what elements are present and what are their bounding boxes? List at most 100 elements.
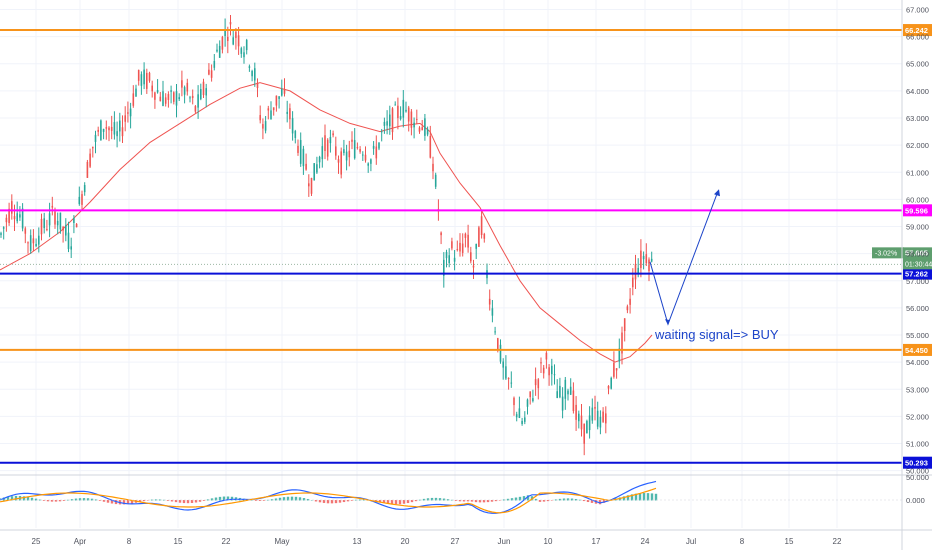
candle-body xyxy=(181,80,183,88)
histogram-bar xyxy=(474,500,478,503)
candle-body xyxy=(451,241,453,249)
candle-body xyxy=(591,407,594,421)
histogram-bar xyxy=(110,500,114,504)
candle-body xyxy=(100,120,102,141)
candle-body xyxy=(332,133,334,136)
histogram-bar xyxy=(142,500,146,502)
candle-body xyxy=(46,228,48,230)
histogram-bar xyxy=(330,500,334,504)
candle-body xyxy=(532,398,534,402)
candle-body xyxy=(162,91,164,106)
histogram-bar xyxy=(146,500,150,501)
candle-body xyxy=(19,214,21,218)
candle-body xyxy=(116,131,118,137)
candle-body xyxy=(497,338,499,350)
histogram-bar xyxy=(214,497,218,501)
histogram-bar xyxy=(494,500,498,502)
candle-body xyxy=(254,68,256,81)
candle-body xyxy=(256,82,259,89)
candle-body xyxy=(467,234,469,248)
candle-body xyxy=(413,122,415,128)
candle-body xyxy=(132,93,135,106)
histogram-bar xyxy=(642,493,646,501)
candle-body xyxy=(448,255,450,264)
x-tick-label: 8 xyxy=(127,537,132,546)
histogram-bar xyxy=(542,500,546,502)
histogram-bar xyxy=(194,500,198,503)
candle-body xyxy=(170,90,172,92)
histogram-bar xyxy=(106,500,110,503)
histogram-bar xyxy=(586,500,590,503)
candle-body xyxy=(267,108,270,111)
histogram-bar xyxy=(338,500,342,503)
candle-body xyxy=(54,211,56,225)
x-tick-label: Jun xyxy=(498,537,511,546)
candle-body xyxy=(2,227,5,229)
last-price-tag xyxy=(903,247,932,270)
horizontal-levels-layer[interactable]: 66.242 59.596 57.262 54.450 50.293 -3.02% 57.6… xyxy=(0,24,932,469)
annotation-layer[interactable]: waiting signal=> BUY xyxy=(649,189,779,342)
histogram-bar xyxy=(406,500,410,504)
level-price-tag xyxy=(903,204,932,217)
level-price-label: 59.596 xyxy=(905,206,928,215)
candle-body xyxy=(575,404,577,420)
candle-body xyxy=(605,413,607,424)
x-tick-label: 15 xyxy=(174,537,183,546)
candle-body xyxy=(167,94,170,100)
candle-body xyxy=(143,69,145,85)
histogram-bar xyxy=(470,500,474,502)
candle-body xyxy=(178,97,180,100)
candle-body xyxy=(235,31,237,39)
candle-body xyxy=(321,146,324,160)
x-tick-label: 10 xyxy=(544,537,553,546)
histogram-bar xyxy=(506,498,510,501)
candle-body xyxy=(5,217,8,223)
candle-body xyxy=(124,115,126,122)
candle-body xyxy=(102,129,105,132)
candle-body xyxy=(567,390,569,395)
candle-body xyxy=(410,111,413,128)
candle-body xyxy=(553,374,556,376)
histogram-bar xyxy=(170,500,174,502)
candle-body xyxy=(262,124,264,129)
candle-body xyxy=(0,233,2,235)
candle-body xyxy=(205,88,207,96)
annotation-text[interactable]: waiting signal=> BUY xyxy=(654,327,779,342)
histogram-bar xyxy=(78,498,82,501)
y-tick-label: 53.000 xyxy=(906,385,929,394)
histogram-bar xyxy=(198,500,202,502)
last-price-label: 57.605 xyxy=(905,248,928,257)
candle-body xyxy=(399,116,402,119)
histogram-bar xyxy=(254,500,258,501)
candle-body xyxy=(140,74,143,86)
histogram-bar xyxy=(522,496,526,501)
histogram-bar xyxy=(498,500,502,501)
histogram-bar xyxy=(326,500,330,504)
histogram-bar xyxy=(2,497,6,501)
price-change-tag xyxy=(872,247,904,259)
candle-body xyxy=(229,22,232,25)
histogram-bar xyxy=(138,500,142,502)
histogram-bar xyxy=(102,500,106,502)
candle-body xyxy=(380,131,383,133)
candle-body xyxy=(353,140,356,159)
candle-body xyxy=(259,115,261,121)
y-tick-label: 59.000 xyxy=(906,223,929,232)
candle-body xyxy=(513,397,515,406)
candle-body xyxy=(505,366,507,379)
candle-body xyxy=(240,48,243,54)
moving-average-layer xyxy=(0,82,653,363)
x-tick-label: 17 xyxy=(592,537,601,546)
candle-body xyxy=(615,368,618,371)
candle-body xyxy=(86,161,89,178)
histogram-bar xyxy=(422,498,426,501)
candle-body xyxy=(216,49,218,52)
candle-body xyxy=(213,60,216,68)
histogram-bar xyxy=(30,497,34,501)
signal-line xyxy=(0,487,657,514)
histogram-bar xyxy=(46,500,50,502)
histogram-bar xyxy=(302,498,306,501)
